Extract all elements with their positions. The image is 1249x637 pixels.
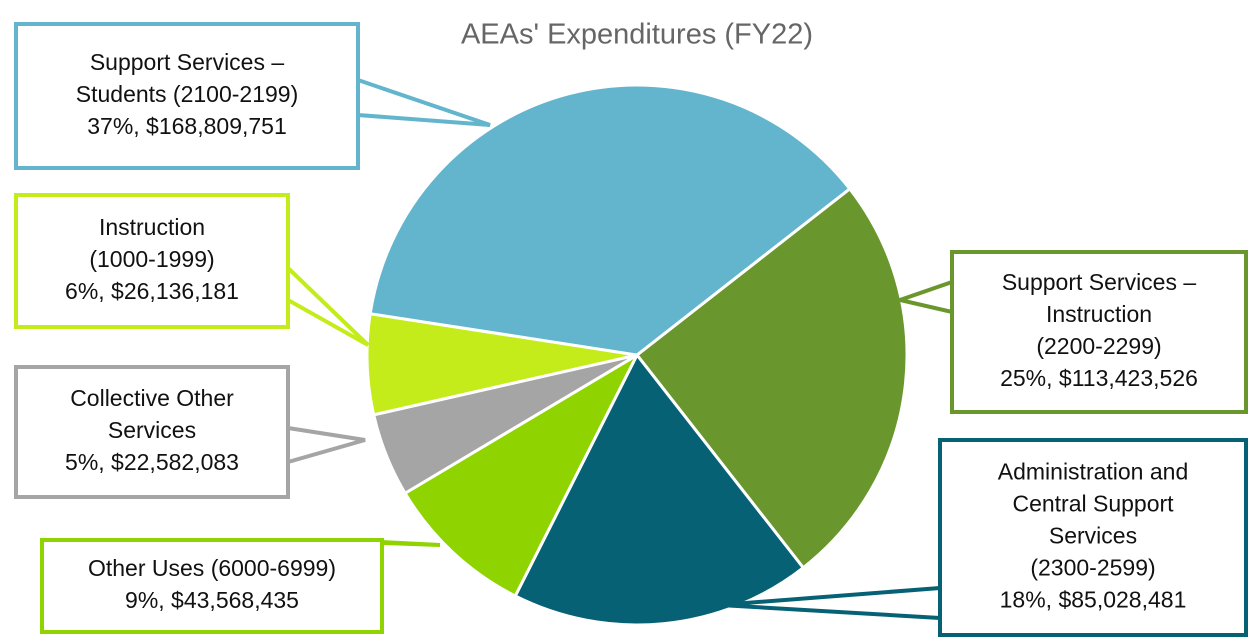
callout-seam xyxy=(954,254,1244,410)
category-label: Other Uses (6000-6999) xyxy=(88,555,336,581)
category-label: Administration and Central Support Service… xyxy=(998,459,1189,581)
category-label: Support Services – Instruction (2200-2299) xyxy=(1002,269,1197,359)
value-label: 9%, $43,568,435 xyxy=(125,587,299,613)
category-line: Support Services – xyxy=(1002,269,1197,295)
value-label: 6%, $26,136,181 xyxy=(65,278,239,304)
callout-seam xyxy=(942,442,1244,633)
pie-slice xyxy=(634,186,909,570)
callout-seam xyxy=(18,369,286,495)
callout-seam xyxy=(18,26,356,166)
category-line: Administration and xyxy=(998,459,1189,485)
category-label: Instruction (1000-1999) xyxy=(89,214,214,272)
callout-seam xyxy=(18,197,286,325)
category-line: Collective Other xyxy=(70,385,234,411)
pie-slice xyxy=(513,352,806,627)
value-label: 25%, $113,423,526 xyxy=(1000,365,1198,391)
category-line: Services xyxy=(108,417,196,443)
category-line: Students (2100-2199) xyxy=(76,81,299,107)
category-line: Central Support xyxy=(1012,491,1174,517)
callout-pointer xyxy=(356,77,491,127)
category-line: (1000-1999) xyxy=(89,246,214,272)
category-line: Instruction xyxy=(99,214,205,240)
category-line: (2200-2299) xyxy=(1036,333,1161,359)
callout-pointer xyxy=(286,425,366,465)
category-label: Collective Other Services xyxy=(70,385,234,443)
callout-pointer xyxy=(286,263,370,347)
chart-title: AEAs' Expenditures (FY22) xyxy=(461,19,813,51)
value-label: 37%, $168,809,751 xyxy=(87,113,287,139)
pie-slice xyxy=(368,83,852,357)
callout-pointer xyxy=(892,279,954,315)
category-label: Support Services – Students (2100-2199) xyxy=(76,49,299,107)
category-line: Other Uses (6000-6999) xyxy=(88,555,336,581)
category-line: Support Services – xyxy=(90,49,285,75)
pie-slice xyxy=(403,351,641,599)
category-line: (2300-2599) xyxy=(1030,555,1155,581)
category-line: Services xyxy=(1049,523,1137,549)
category-line: Instruction xyxy=(1046,301,1152,327)
callout-seam xyxy=(44,542,380,630)
value-label: 5%, $22,582,083 xyxy=(65,449,239,475)
value-label: 18%, $85,028,481 xyxy=(1000,587,1187,613)
